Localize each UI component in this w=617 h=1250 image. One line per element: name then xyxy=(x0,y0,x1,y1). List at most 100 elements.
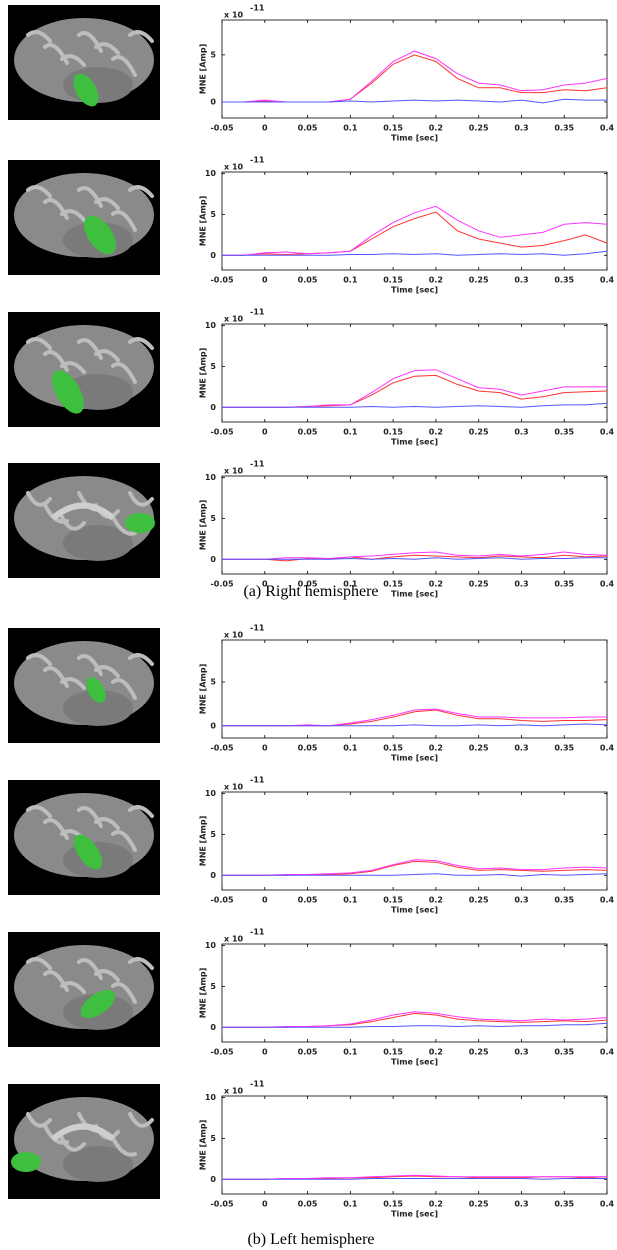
series-line xyxy=(222,98,607,104)
x-tick-label: 0.05 xyxy=(298,744,318,753)
y-tick-label: 5 xyxy=(210,982,216,991)
exponent-base: x 10 xyxy=(224,783,244,792)
x-tick-label: 0.15 xyxy=(383,124,403,133)
x-tick-label: 0.2 xyxy=(429,896,443,905)
series-line xyxy=(222,873,608,877)
x-tick-label: -0.05 xyxy=(210,744,233,753)
brain-image xyxy=(8,160,160,275)
x-tick-label: 0.3 xyxy=(514,124,528,133)
sulcus xyxy=(26,957,52,970)
roi xyxy=(125,513,155,533)
x-axis-label: Time [sec] xyxy=(391,590,438,599)
x-tick-label: 0.15 xyxy=(383,276,403,285)
x-axis-label: Time [sec] xyxy=(391,134,438,143)
x-tick-label: 0.25 xyxy=(469,428,489,437)
x-tick-label: -0.05 xyxy=(210,428,233,437)
brain-image xyxy=(8,780,160,895)
exponent-base: x 10 xyxy=(224,11,244,20)
x-tick-label: 0.25 xyxy=(469,276,489,285)
brain-image xyxy=(8,5,160,120)
series-line xyxy=(222,1011,608,1028)
sulcus xyxy=(26,185,52,198)
sulcus xyxy=(128,653,154,666)
roi xyxy=(84,215,116,255)
x-tick-label: 0.1 xyxy=(343,276,358,285)
sulcus xyxy=(26,491,52,507)
roi xyxy=(80,989,116,1019)
x-tick-label: 0.35 xyxy=(554,896,574,905)
sulcus xyxy=(94,665,120,678)
x-tick-label: 0.3 xyxy=(514,744,528,753)
x-tick-label: 0.05 xyxy=(298,1200,318,1209)
y-axis-label: MNE [Amp] xyxy=(199,196,208,246)
sulcus xyxy=(26,1112,52,1128)
y-tick-label: 5 xyxy=(210,514,216,523)
sulcus xyxy=(26,30,52,43)
sulcus xyxy=(128,957,154,970)
y-axis-label: MNE [Amp] xyxy=(199,44,208,94)
x-tick-label: 0.2 xyxy=(429,124,443,133)
plot-frame xyxy=(221,791,608,891)
y-tick-label: 0 xyxy=(210,1023,216,1032)
corpus xyxy=(51,1123,115,1142)
x-tick-label: 0.35 xyxy=(554,744,574,753)
brain-lobe xyxy=(63,690,133,726)
x-tick-label: 0 xyxy=(262,1048,268,1057)
x-tick-label: 0.1 xyxy=(343,124,358,133)
sulcus xyxy=(60,515,86,531)
x-tick-label: 0.4 xyxy=(600,428,615,437)
y-axis-label: MNE [Amp] xyxy=(199,348,208,398)
y-tick-label: 5 xyxy=(210,362,216,371)
y-tick-label: 0 xyxy=(210,97,216,106)
x-tick-label: 0.3 xyxy=(514,896,528,905)
x-tick-label: 0.15 xyxy=(383,744,403,753)
y-tick-label: 5 xyxy=(210,210,216,219)
caption: (a) Right hemisphere xyxy=(243,583,378,600)
y-axis-label: MNE [Amp] xyxy=(199,500,208,550)
brain-image xyxy=(8,628,160,743)
x-tick-label: 0 xyxy=(262,276,268,285)
sulcus xyxy=(60,361,86,374)
exponent-power: -11 xyxy=(250,4,265,13)
x-tick-label: 0.4 xyxy=(600,744,615,753)
x-tick-label: 0.3 xyxy=(514,276,528,285)
y-tick-label: 5 xyxy=(210,830,216,839)
y-axis-label: MNE [Amp] xyxy=(199,968,208,1018)
x-tick-label: 0.1 xyxy=(343,580,358,589)
series-line xyxy=(222,551,608,560)
sulcus xyxy=(128,337,154,350)
sulcus xyxy=(128,491,154,507)
x-tick-label: 0.25 xyxy=(469,124,489,133)
x-tick-label: 0 xyxy=(262,580,268,589)
x-tick-label: 0.35 xyxy=(554,1048,574,1057)
series-line xyxy=(222,1022,608,1028)
y-axis-label: MNE [Amp] xyxy=(199,816,208,866)
y-tick-label: 10 xyxy=(205,473,217,482)
brain-lobe xyxy=(63,1146,133,1182)
x-tick-label: 0.4 xyxy=(600,276,615,285)
sulcus xyxy=(111,55,137,77)
y-tick-label: 0 xyxy=(210,1175,216,1184)
sulcus xyxy=(60,54,86,67)
x-tick-label: 0.25 xyxy=(469,1200,489,1209)
brain-image xyxy=(8,932,160,1047)
x-tick-label: 0.2 xyxy=(429,1048,443,1057)
x-tick-label: 0.05 xyxy=(298,580,318,589)
y-tick-label: 0 xyxy=(210,871,216,880)
x-tick-label: 0.2 xyxy=(429,1200,443,1209)
x-tick-label: 0.4 xyxy=(600,124,615,133)
y-tick-label: 0 xyxy=(210,251,216,260)
exponent-base: x 10 xyxy=(224,315,244,324)
caption: (b) Left hemisphere xyxy=(247,1231,374,1248)
x-tick-label: 0.15 xyxy=(383,896,403,905)
roi xyxy=(73,834,103,870)
plot-frame xyxy=(221,1095,608,1195)
x-tick-label: 0.4 xyxy=(600,580,615,589)
plot-frame xyxy=(221,639,608,739)
x-tick-label: -0.05 xyxy=(210,1200,233,1209)
exponent-base: x 10 xyxy=(224,467,244,476)
y-axis-label: MNE [Amp] xyxy=(199,1120,208,1170)
x-tick-label: 0.2 xyxy=(429,744,443,753)
